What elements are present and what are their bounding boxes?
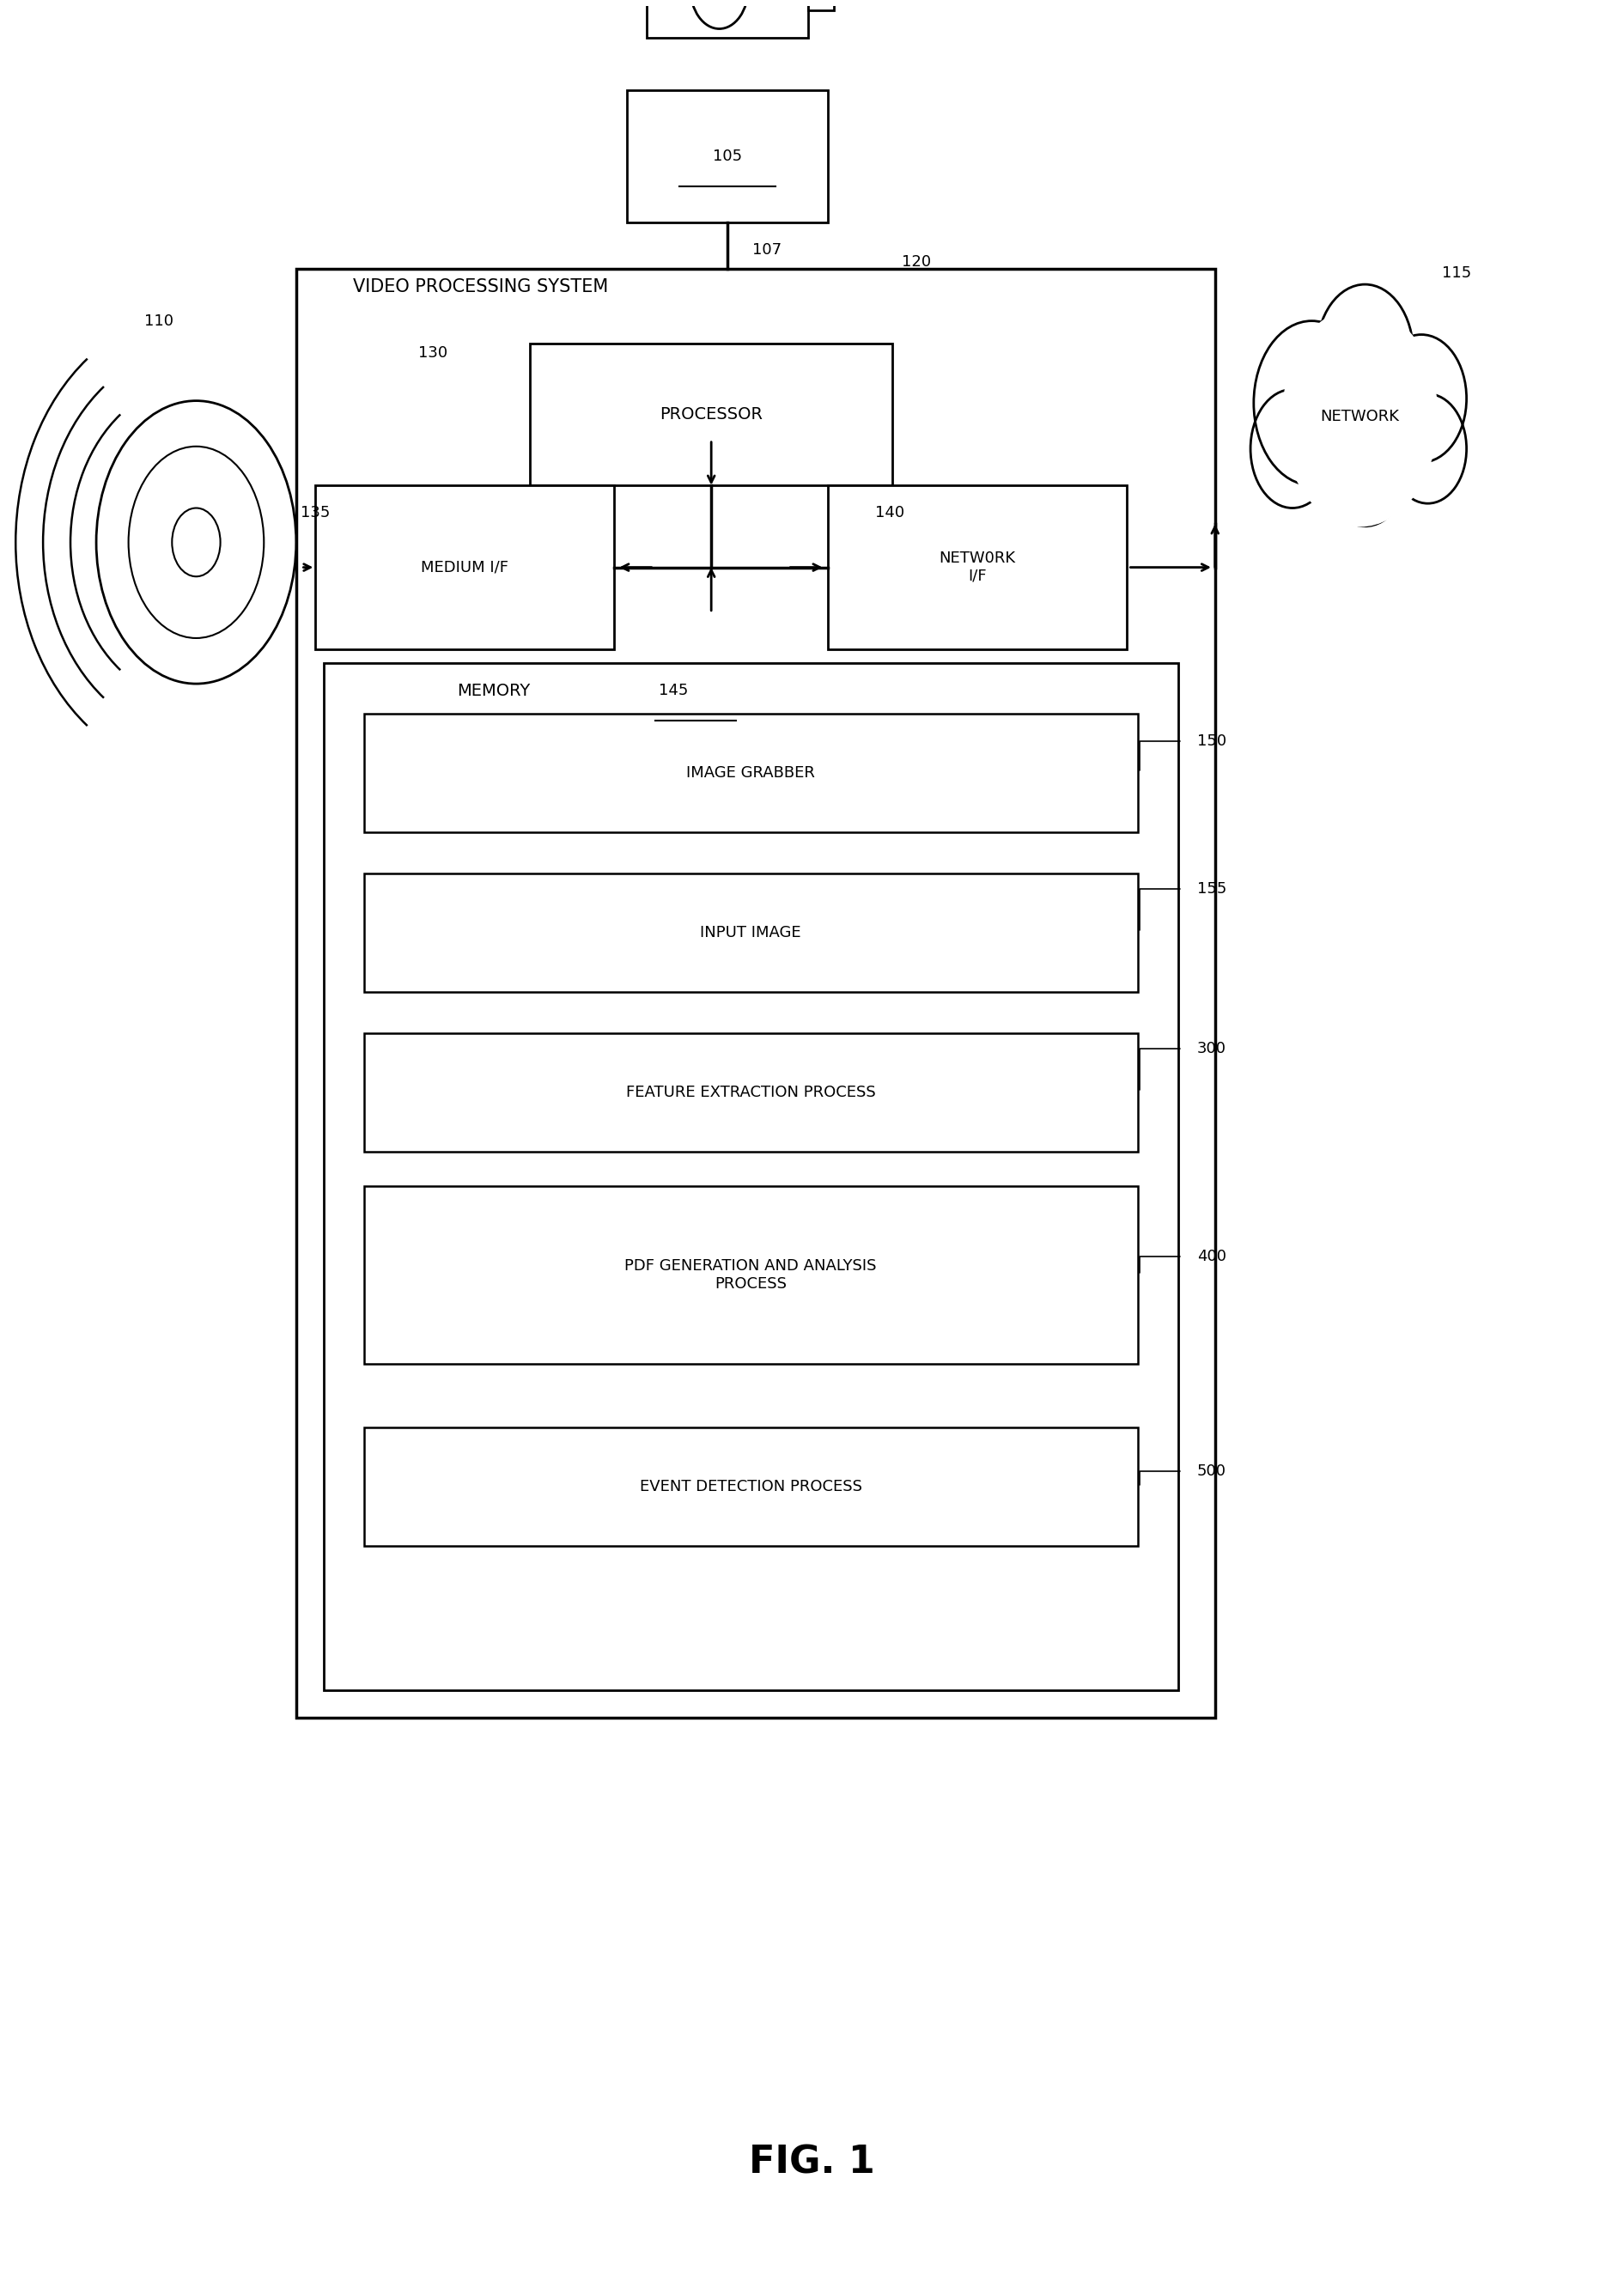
- Bar: [828, 486, 1127, 649]
- Circle shape: [690, 0, 749, 30]
- Text: INPUT IMAGE: INPUT IMAGE: [700, 924, 801, 941]
- Circle shape: [172, 507, 221, 576]
- Bar: [323, 663, 1177, 1691]
- Text: PROCESSOR: PROCESSOR: [659, 406, 763, 422]
- Text: 115: 115: [1442, 266, 1471, 280]
- Bar: [809, 0, 833, 11]
- Text: FIG. 1: FIG. 1: [749, 2145, 875, 2182]
- Text: NETWORK: NETWORK: [1320, 408, 1400, 424]
- Circle shape: [1317, 284, 1413, 422]
- Text: 400: 400: [1197, 1248, 1226, 1264]
- Text: 110: 110: [145, 314, 174, 328]
- Bar: [364, 713, 1138, 833]
- Text: EVENT DETECTION PROCESS: EVENT DETECTION PROCESS: [640, 1480, 862, 1496]
- Text: 155: 155: [1197, 881, 1226, 897]
- Text: PDF GENERATION AND ANALYSIS
PROCESS: PDF GENERATION AND ANALYSIS PROCESS: [625, 1257, 877, 1292]
- Circle shape: [1283, 307, 1437, 525]
- Text: 145: 145: [659, 684, 689, 697]
- Text: MEDIUM I/F: MEDIUM I/F: [421, 560, 508, 576]
- Circle shape: [1389, 395, 1466, 502]
- Bar: [529, 344, 893, 486]
- Bar: [296, 268, 1215, 1718]
- Bar: [627, 89, 828, 223]
- Text: 107: 107: [752, 243, 781, 257]
- Circle shape: [96, 401, 296, 684]
- Text: 150: 150: [1197, 734, 1226, 748]
- Bar: [364, 874, 1138, 991]
- Circle shape: [1254, 321, 1369, 486]
- Circle shape: [1320, 399, 1410, 525]
- Text: MEMORY: MEMORY: [458, 681, 531, 700]
- Text: 105: 105: [713, 149, 742, 165]
- Text: NETW0RK
I/F: NETW0RK I/F: [939, 551, 1015, 585]
- Circle shape: [1376, 335, 1466, 463]
- Text: 135: 135: [300, 505, 330, 521]
- Bar: [646, 0, 809, 39]
- Bar: [315, 486, 614, 649]
- Bar: [364, 1032, 1138, 1152]
- Text: IMAGE GRABBER: IMAGE GRABBER: [687, 764, 815, 780]
- Text: 300: 300: [1197, 1041, 1226, 1058]
- Text: 500: 500: [1197, 1464, 1226, 1480]
- Text: 120: 120: [901, 255, 932, 268]
- Bar: [364, 1427, 1138, 1546]
- Bar: [364, 1186, 1138, 1365]
- Text: 140: 140: [875, 505, 905, 521]
- Circle shape: [128, 447, 263, 638]
- Text: 130: 130: [419, 344, 448, 360]
- Text: FEATURE EXTRACTION PROCESS: FEATURE EXTRACTION PROCESS: [625, 1085, 875, 1099]
- Text: VIDEO PROCESSING SYSTEM: VIDEO PROCESSING SYSTEM: [352, 278, 607, 296]
- Circle shape: [1250, 390, 1335, 507]
